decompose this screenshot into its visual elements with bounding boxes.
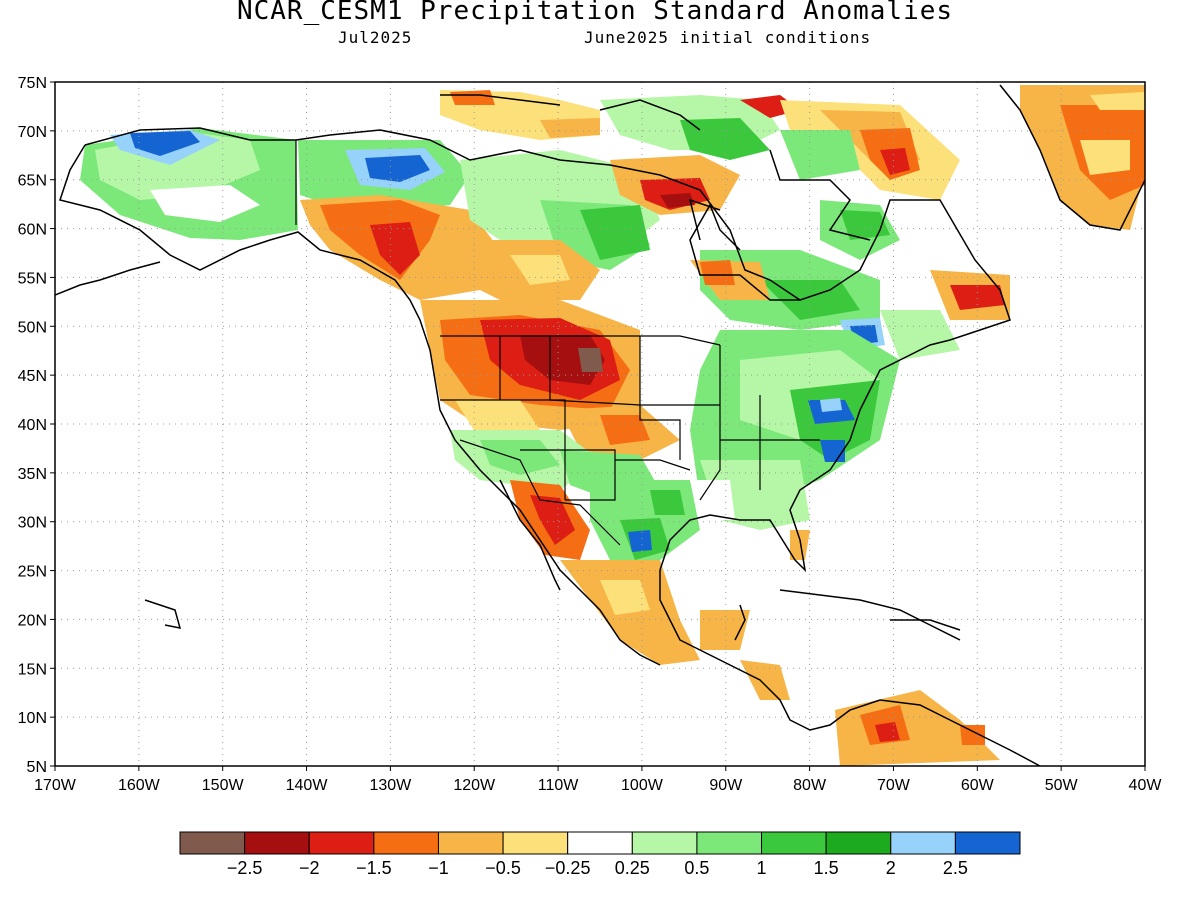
colorbar-swatch xyxy=(696,831,763,855)
lon-tick-label: 80W xyxy=(793,777,827,794)
lat-tick-label: 25N xyxy=(18,564,47,581)
colorbar-label: −2.5 xyxy=(227,858,263,878)
map-title: NCAR_CESM1 Precipitation Standard Anomal… xyxy=(236,0,954,26)
lat-tick-label: 15N xyxy=(18,661,47,678)
colorbar-swatch xyxy=(631,831,698,855)
colorbar-label: −1.5 xyxy=(356,858,392,878)
coastlines xyxy=(55,84,1145,766)
lat-tick-label: 30N xyxy=(18,515,47,532)
colorbar-label: −2 xyxy=(299,858,320,878)
colorbar-label: 1 xyxy=(757,858,767,878)
lon-tick-label: 170W xyxy=(34,777,77,794)
longitude-axis: 170W 160W 150W 140W 130W 120W 110W 100W 90W 80W 70… xyxy=(34,766,1162,794)
colorbar-swatch xyxy=(954,831,1021,855)
lat-tick-label: 10N xyxy=(18,710,47,727)
lon-tick-label: 110W xyxy=(538,777,580,794)
lon-tick-label: 100W xyxy=(621,777,664,794)
lat-tick-label: 20N xyxy=(18,612,47,629)
lon-tick-label: 40W xyxy=(1129,777,1163,794)
colorbar-label: 0.5 xyxy=(684,858,709,878)
colorbar-swatch xyxy=(890,831,956,855)
colorbar-label: −0.25 xyxy=(545,858,591,878)
colorbar-label: 2 xyxy=(886,858,896,878)
colorbar-swatch xyxy=(825,831,892,855)
lon-tick-label: 90W xyxy=(709,777,743,794)
lon-tick-label: 70W xyxy=(877,777,911,794)
lon-tick-label: 160W xyxy=(118,777,161,794)
lat-tick-label: 5N xyxy=(27,759,47,776)
lon-tick-label: 140W xyxy=(286,777,329,794)
colorbar-label: 2.5 xyxy=(943,858,968,878)
colorbar-swatch xyxy=(567,831,633,855)
colorbar-label: 1.5 xyxy=(814,858,839,878)
lat-tick-label: 65N xyxy=(18,173,47,190)
colorbar-label: −1 xyxy=(428,858,449,878)
colorbar-swatch xyxy=(179,831,246,855)
colorbar-swatch xyxy=(761,831,827,855)
lat-tick-label: 70N xyxy=(18,124,47,141)
colorbar-label: −0.5 xyxy=(485,858,521,878)
lat-tick-label: 75N xyxy=(18,75,47,92)
initial-conditions: June2025 initial conditions xyxy=(584,28,872,47)
lat-tick-label: 35N xyxy=(18,466,47,483)
colorbar-swatch xyxy=(308,831,375,855)
lat-tick-label: 45N xyxy=(18,368,47,385)
colorbar-label: 0.25 xyxy=(615,858,650,878)
lon-tick-label: 120W xyxy=(453,777,496,794)
lon-tick-label: 130W xyxy=(369,777,412,794)
colorbar-swatch xyxy=(502,831,569,855)
colorbar: −2.5 −2 −1.5 −1 −0.5 −0.25 0.25 0.5 1 1.5 2 2.5 xyxy=(179,831,1021,878)
lat-tick-label: 50N xyxy=(18,319,47,336)
colorbar-swatch xyxy=(373,831,439,855)
latitude-axis: 75N 70N 65N 60N 55N 50N 45N 40N 35N 30N 25N 20N 15N 1… xyxy=(18,75,55,776)
forecast-month: Jul2025 xyxy=(338,28,413,47)
lon-tick-label: 60W xyxy=(961,777,995,794)
lat-tick-label: 60N xyxy=(18,222,47,239)
lat-tick-label: 55N xyxy=(18,270,47,287)
political-borders xyxy=(295,140,820,546)
lon-tick-label: 50W xyxy=(1045,777,1079,794)
colorbar-swatch xyxy=(244,831,310,855)
anomaly-field xyxy=(80,85,1145,766)
colorbar-swatch xyxy=(437,831,504,855)
lon-tick-label: 150W xyxy=(202,777,245,794)
lat-tick-label: 40N xyxy=(18,417,47,434)
lat-lon-grid xyxy=(55,82,1145,766)
